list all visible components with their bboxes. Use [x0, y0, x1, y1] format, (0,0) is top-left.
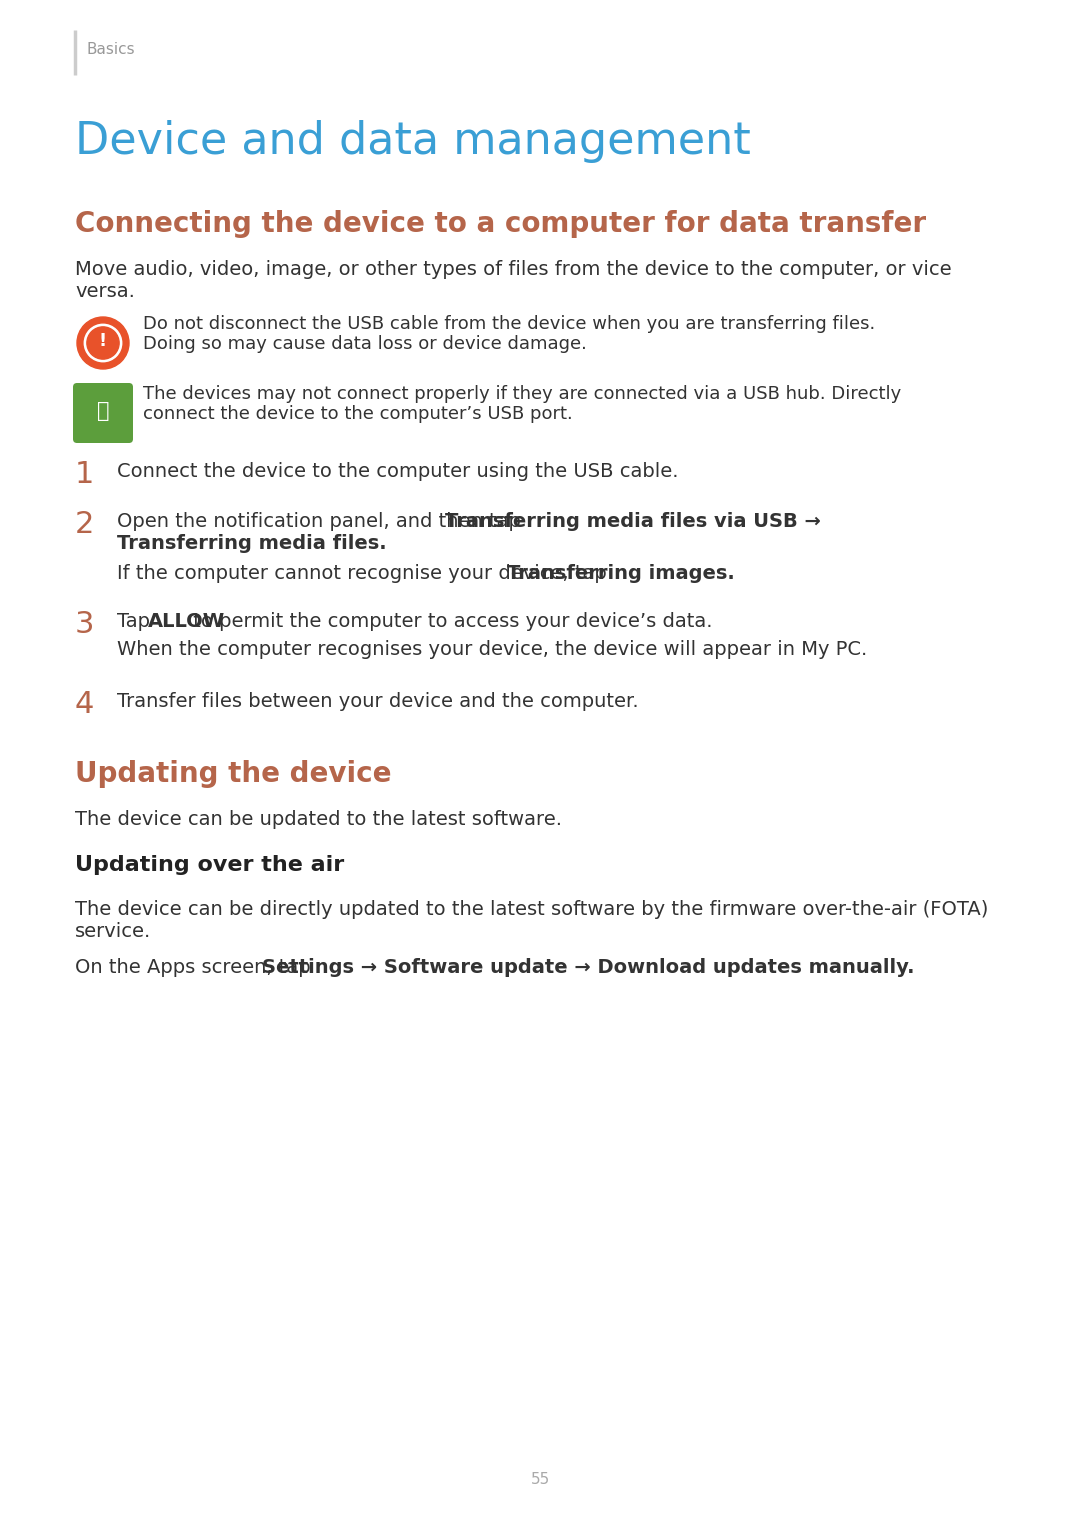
Text: !: ! — [99, 331, 107, 350]
Text: connect the device to the computer’s USB port.: connect the device to the computer’s USB… — [143, 405, 572, 423]
Text: Transferring media files via USB →: Transferring media files via USB → — [445, 512, 821, 531]
Text: Tap: Tap — [117, 612, 157, 631]
Text: 55: 55 — [530, 1472, 550, 1487]
Text: Open the notification panel, and then tap: Open the notification panel, and then ta… — [117, 512, 527, 531]
Text: Doing so may cause data loss or device damage.: Doing so may cause data loss or device d… — [143, 334, 586, 353]
Text: When the computer recognises your device, the device will appear in My PC.: When the computer recognises your device… — [117, 640, 867, 660]
Text: If the computer cannot recognise your device, tap: If the computer cannot recognise your de… — [117, 563, 613, 583]
Circle shape — [86, 327, 119, 359]
Text: 4: 4 — [75, 690, 94, 719]
Text: 3: 3 — [75, 609, 95, 638]
Text: service.: service. — [75, 922, 151, 941]
Text: ALLOW: ALLOW — [148, 612, 226, 631]
Text: The device can be updated to the latest software.: The device can be updated to the latest … — [75, 809, 562, 829]
Text: On the Apps screen, tap: On the Apps screen, tap — [75, 957, 316, 977]
Text: Settings → Software update → Download updates manually.: Settings → Software update → Download up… — [262, 957, 915, 977]
Text: Updating over the air: Updating over the air — [75, 855, 345, 875]
Text: 🔔: 🔔 — [97, 402, 109, 421]
Text: versa.: versa. — [75, 282, 135, 301]
Text: The devices may not connect properly if they are connected via a USB hub. Direct: The devices may not connect properly if … — [143, 385, 901, 403]
Circle shape — [77, 318, 129, 370]
Text: Transferring images.: Transferring images. — [507, 563, 734, 583]
Text: to permit the computer to access your device’s data.: to permit the computer to access your de… — [187, 612, 713, 631]
Text: The device can be directly updated to the latest software by the firmware over-t: The device can be directly updated to th… — [75, 899, 988, 919]
Text: Device and data management: Device and data management — [75, 121, 751, 163]
Text: Connect the device to the computer using the USB cable.: Connect the device to the computer using… — [117, 463, 678, 481]
Circle shape — [84, 324, 122, 362]
Text: 2: 2 — [75, 510, 94, 539]
Text: Connecting the device to a computer for data transfer: Connecting the device to a computer for … — [75, 211, 927, 238]
Text: Updating the device: Updating the device — [75, 760, 391, 788]
Text: Transferring media files.: Transferring media files. — [117, 534, 387, 553]
Text: Do not disconnect the USB cable from the device when you are transferring files.: Do not disconnect the USB cable from the… — [143, 315, 875, 333]
Text: Move audio, video, image, or other types of files from the device to the compute: Move audio, video, image, or other types… — [75, 260, 951, 279]
Text: Basics: Basics — [87, 43, 136, 56]
Text: 1: 1 — [75, 460, 94, 489]
Text: Transfer files between your device and the computer.: Transfer files between your device and t… — [117, 692, 638, 712]
FancyBboxPatch shape — [73, 383, 133, 443]
